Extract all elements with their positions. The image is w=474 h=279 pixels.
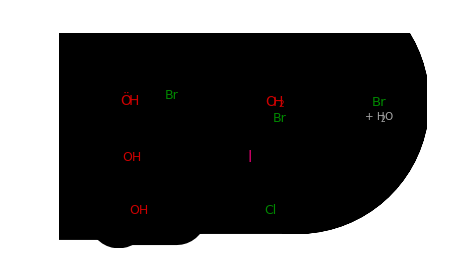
FancyArrowPatch shape [267,87,272,93]
FancyArrowPatch shape [3,160,165,166]
Text: N: N [270,54,276,63]
Text: ⊕: ⊕ [270,88,279,98]
Text: 2 Pathway Dominates: 2 Pathway Dominates [208,41,360,54]
Text: + H: + H [365,112,385,122]
Text: H: H [128,94,138,108]
Text: OH: OH [122,151,141,164]
Text: H–: H– [154,88,169,102]
Text: N: N [202,43,210,52]
Text: Br: Br [164,88,178,102]
Text: O: O [385,112,393,122]
Text: Similarly....: Similarly.... [65,131,131,144]
Text: Step 2: S: Step 2: S [240,53,287,63]
FancyArrowPatch shape [0,99,189,105]
Text: H–Cl: H–Cl [151,205,179,218]
Text: Br: Br [372,95,386,109]
Text: I: I [247,150,252,165]
Text: OH: OH [129,204,148,217]
Text: Cl: Cl [264,204,277,217]
Text: H–I: H–I [146,156,165,169]
FancyArrowPatch shape [118,212,178,218]
Text: Step 1: Protonation: Step 1: Protonation [102,53,202,63]
FancyArrowPatch shape [261,105,266,112]
Text: ⊖: ⊖ [267,114,276,124]
FancyArrowPatch shape [129,83,152,91]
Text: H: H [273,95,283,109]
Text: 2 reaction: 2 reaction [274,53,327,63]
FancyArrowPatch shape [175,85,179,89]
Text: Ö: Ö [120,94,131,108]
Text: Br: Br [273,112,287,126]
Text: For Primary Alcohols: The S: For Primary Alcohols: The S [65,41,259,54]
Text: O: O [265,95,276,109]
FancyArrowPatch shape [10,99,297,105]
Text: 2: 2 [381,115,386,124]
Text: 2: 2 [279,100,284,109]
